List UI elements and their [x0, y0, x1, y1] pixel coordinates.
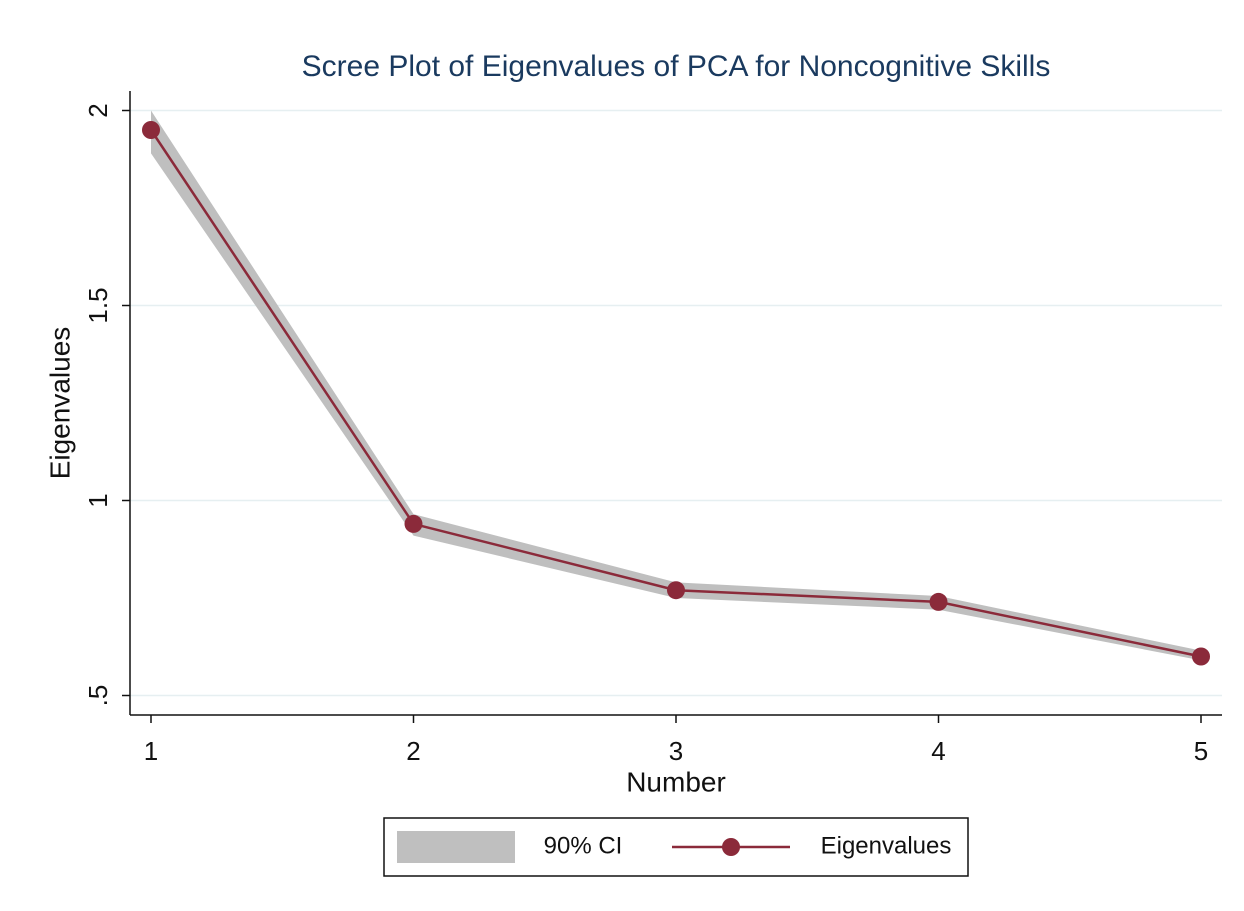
- x-tick-label: 2: [406, 736, 420, 766]
- point: [929, 592, 948, 611]
- y-axis-label: Eigenvalues: [44, 327, 75, 480]
- x-axis-label: Number: [626, 766, 726, 797]
- x-tick-label: 3: [669, 736, 683, 766]
- point: [404, 514, 423, 533]
- y-tick-label: 1.5: [83, 287, 113, 323]
- legend-box: [383, 817, 969, 877]
- point: [142, 121, 160, 139]
- point: [667, 581, 685, 600]
- x-tick-label: 4: [931, 736, 945, 766]
- y-tick-label: 1: [83, 493, 113, 507]
- legend-label: 90% CI: [544, 832, 623, 859]
- x-tick-label: 1: [144, 736, 158, 766]
- y-tick-label: .5: [83, 685, 113, 707]
- point: [1192, 647, 1210, 666]
- legend-label: Eigenvalues: [821, 832, 952, 859]
- y-tick-label: 2: [83, 103, 113, 117]
- legend-swatch: [397, 831, 515, 863]
- x-tick-label: 5: [1194, 736, 1208, 766]
- chart-title: Scree Plot of Eigenvalues of PCA for Non…: [302, 50, 1051, 83]
- legend-marker: [722, 838, 740, 856]
